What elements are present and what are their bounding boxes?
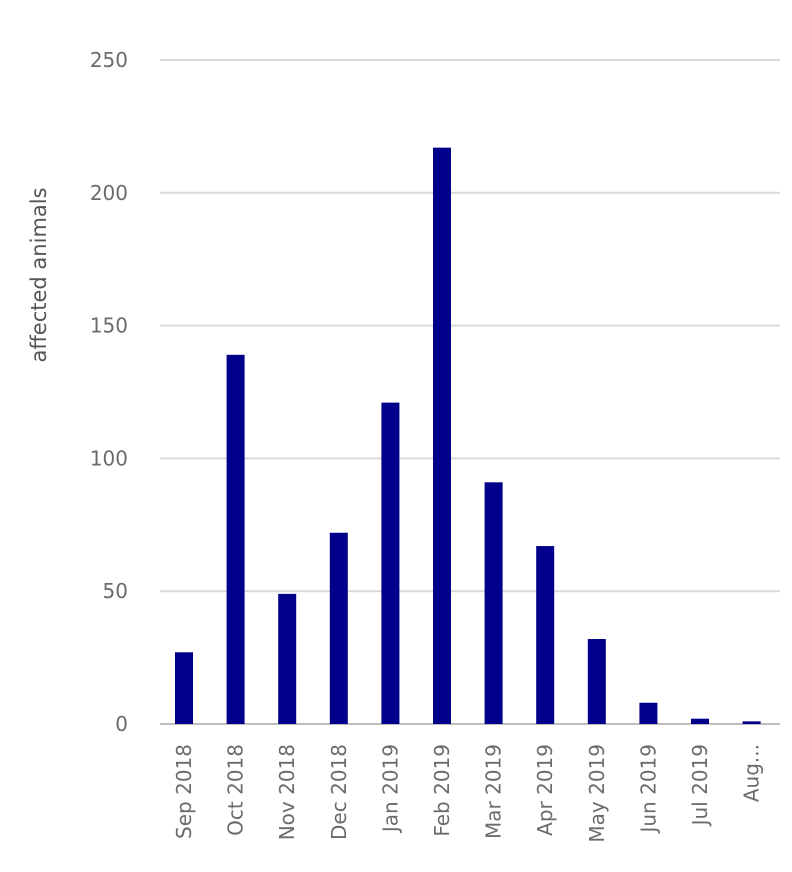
bars <box>175 147 761 724</box>
y-tick-label: 150 <box>90 314 128 338</box>
x-tick-label: Jun 2019 <box>636 744 660 835</box>
bar <box>175 652 193 724</box>
bar <box>226 354 245 724</box>
bar <box>433 147 451 724</box>
bar <box>691 718 709 724</box>
x-tick-label: Aug... <box>740 744 764 802</box>
y-tick-label: 200 <box>90 181 128 205</box>
x-tick-label: May 2019 <box>585 744 609 843</box>
x-tick-label: Jul 2019 <box>688 744 712 827</box>
gridlines <box>160 59 780 725</box>
y-axis-label: affected animals <box>27 187 51 362</box>
y-axis-ticks: 0 50 100 150 200 250 <box>90 48 128 736</box>
x-tick-label: Sep 2018 <box>172 744 196 839</box>
x-tick-label: Feb 2019 <box>430 744 454 837</box>
x-tick-label: Mar 2019 <box>482 744 506 839</box>
bar <box>536 546 555 724</box>
x-tick-label: Jan 2019 <box>378 744 402 834</box>
x-tick-label: Dec 2018 <box>327 744 351 840</box>
y-tick-label: 50 <box>103 579 128 603</box>
bar <box>742 721 761 724</box>
bar <box>381 402 400 724</box>
bar <box>484 482 503 724</box>
bar <box>278 593 297 724</box>
y-tick-label: 0 <box>115 712 128 736</box>
bar <box>329 532 348 724</box>
bar <box>587 639 606 724</box>
x-tick-label: Nov 2018 <box>275 744 299 840</box>
x-tick-label: Apr 2019 <box>533 744 557 836</box>
y-tick-label: 250 <box>90 48 128 72</box>
bar <box>639 702 658 724</box>
x-axis-ticks: Sep 2018 Oct 2018 Nov 2018 Dec 2018 Jan 2019… <box>172 744 764 843</box>
x-tick-label: Oct 2018 <box>224 744 248 836</box>
y-tick-label: 100 <box>90 446 128 470</box>
